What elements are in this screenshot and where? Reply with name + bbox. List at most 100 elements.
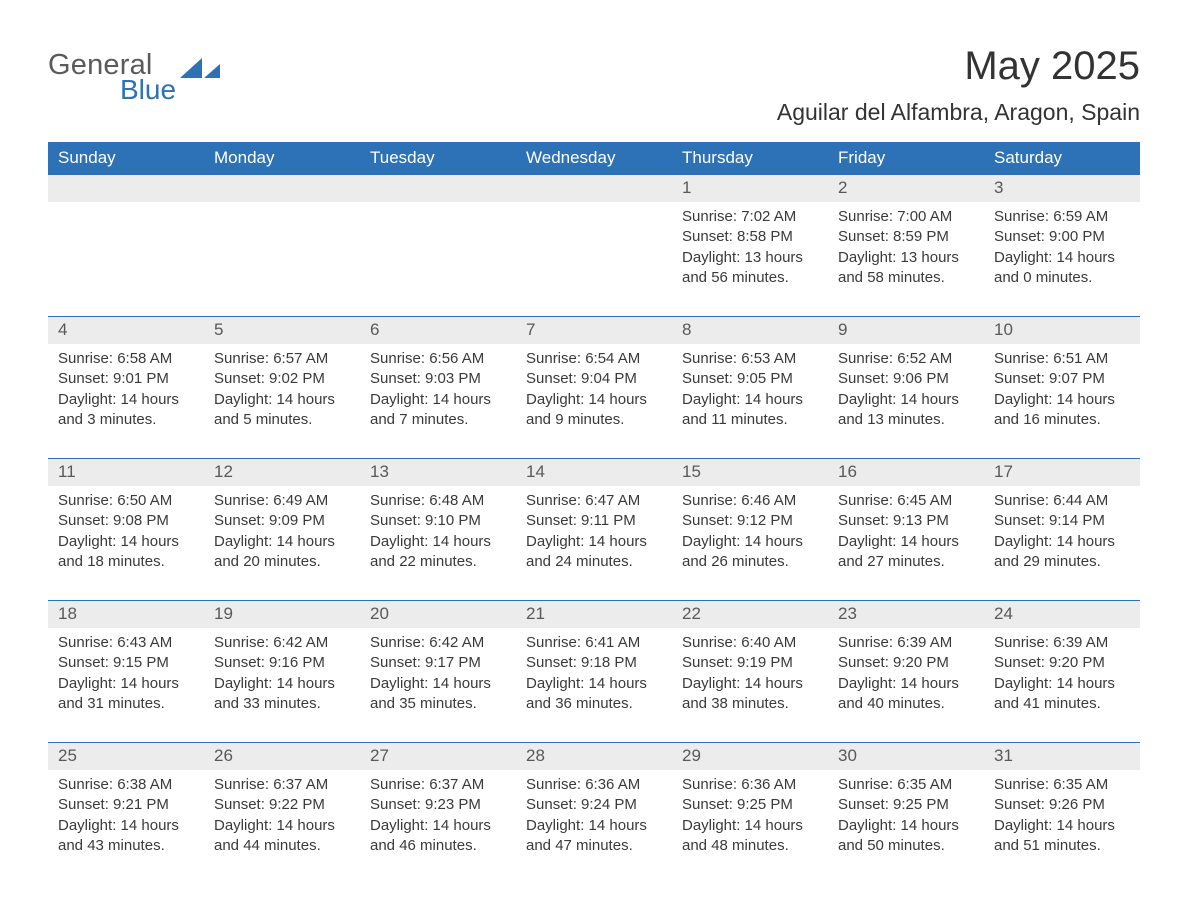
sunrise-text: Sunrise: 6:35 AM (994, 775, 1130, 795)
daylight-text: Daylight: 13 hours (682, 248, 818, 268)
sunrise-text: Sunrise: 6:36 AM (526, 775, 662, 795)
daylight-text: Daylight: 13 hours (838, 248, 974, 268)
location-subtitle: Aguilar del Alfambra, Aragon, Spain (777, 99, 1140, 126)
daynum-cell: 16 (828, 459, 984, 486)
daynum-cell: 18 (48, 601, 204, 628)
daylight-text: and 40 minutes. (838, 694, 974, 714)
day-cell: Sunrise: 6:35 AMSunset: 9:26 PMDaylight:… (984, 770, 1140, 862)
daylight-text: and 36 minutes. (526, 694, 662, 714)
daylight-text: Daylight: 14 hours (526, 390, 662, 410)
daynum-cell: 22 (672, 601, 828, 628)
daylight-text: Daylight: 14 hours (370, 532, 506, 552)
day-cell (360, 202, 516, 302)
daynum-cell: 2 (828, 175, 984, 202)
day-cell: Sunrise: 6:50 AMSunset: 9:08 PMDaylight:… (48, 486, 204, 586)
daynum-band: 25262728293031 (48, 743, 1140, 770)
week-row: 18192021222324Sunrise: 6:43 AMSunset: 9:… (48, 600, 1140, 728)
content-band: Sunrise: 6:38 AMSunset: 9:21 PMDaylight:… (48, 770, 1140, 862)
daylight-text: Daylight: 14 hours (58, 816, 194, 836)
day-cell: Sunrise: 6:37 AMSunset: 9:22 PMDaylight:… (204, 770, 360, 862)
sunset-text: Sunset: 9:02 PM (214, 369, 350, 389)
sunrise-text: Sunrise: 6:39 AM (994, 633, 1130, 653)
weekday-header-row: Sunday Monday Tuesday Wednesday Thursday… (48, 142, 1140, 175)
daynum-cell: 6 (360, 317, 516, 344)
brand-word-blue: Blue (48, 77, 176, 104)
day-cell: Sunrise: 6:39 AMSunset: 9:20 PMDaylight:… (828, 628, 984, 728)
daylight-text: Daylight: 14 hours (682, 674, 818, 694)
day-cell: Sunrise: 6:49 AMSunset: 9:09 PMDaylight:… (204, 486, 360, 586)
daynum-cell: 11 (48, 459, 204, 486)
brand-logo-text: General Blue (48, 52, 176, 103)
sunrise-text: Sunrise: 6:42 AM (214, 633, 350, 653)
sunrise-text: Sunrise: 6:39 AM (838, 633, 974, 653)
sunrise-text: Sunrise: 6:58 AM (58, 349, 194, 369)
daylight-text: and 50 minutes. (838, 836, 974, 856)
daylight-text: Daylight: 14 hours (838, 816, 974, 836)
daynum-cell: 26 (204, 743, 360, 770)
weekday-header-cell: Monday (204, 142, 360, 175)
sunrise-text: Sunrise: 6:47 AM (526, 491, 662, 511)
daynum-band: 11121314151617 (48, 459, 1140, 486)
sunrise-text: Sunrise: 6:53 AM (682, 349, 818, 369)
sunset-text: Sunset: 9:12 PM (682, 511, 818, 531)
daynum-cell: 9 (828, 317, 984, 344)
day-cell (48, 202, 204, 302)
sunrise-text: Sunrise: 6:56 AM (370, 349, 506, 369)
sunset-text: Sunset: 9:25 PM (682, 795, 818, 815)
sunset-text: Sunset: 9:10 PM (370, 511, 506, 531)
sunset-text: Sunset: 9:17 PM (370, 653, 506, 673)
daylight-text: Daylight: 14 hours (994, 674, 1130, 694)
daylight-text: Daylight: 14 hours (214, 816, 350, 836)
daynum-cell: 25 (48, 743, 204, 770)
sunset-text: Sunset: 9:04 PM (526, 369, 662, 389)
daynum-cell: 19 (204, 601, 360, 628)
week-row: 25262728293031Sunrise: 6:38 AMSunset: 9:… (48, 742, 1140, 862)
sunrise-text: Sunrise: 6:35 AM (838, 775, 974, 795)
sunset-text: Sunset: 9:18 PM (526, 653, 662, 673)
daynum-cell (204, 175, 360, 202)
sunset-text: Sunset: 8:59 PM (838, 227, 974, 247)
day-cell: Sunrise: 6:54 AMSunset: 9:04 PMDaylight:… (516, 344, 672, 444)
daylight-text: Daylight: 14 hours (838, 674, 974, 694)
sunrise-text: Sunrise: 6:43 AM (58, 633, 194, 653)
week-row: 123Sunrise: 7:02 AMSunset: 8:58 PMDaylig… (48, 175, 1140, 302)
week-row: 45678910 Sunrise: 6:58 AMSunset: 9:01 PM D… (48, 316, 1140, 444)
daylight-text: and 38 minutes. (682, 694, 818, 714)
daylight-text: and 5 minutes. (214, 410, 350, 430)
day-cell: Sunrise: 6:57 AMSunset: 9:02 PMDaylight:… (204, 344, 360, 444)
sunrise-text: Sunrise: 6:59 AM (994, 207, 1130, 227)
day-cell: Sunrise: 6:52 AMSunset: 9:06 PMDaylight:… (828, 344, 984, 444)
daylight-text: Daylight: 14 hours (58, 674, 194, 694)
daylight-text: Daylight: 14 hours (370, 390, 506, 410)
daynum-cell: 30 (828, 743, 984, 770)
daylight-text: and 48 minutes. (682, 836, 818, 856)
daylight-text: and 7 minutes. (370, 410, 506, 430)
sunset-text: Sunset: 9:00 PM (994, 227, 1130, 247)
sunset-text: Sunset: 9:25 PM (838, 795, 974, 815)
day-cell: Sunrise: 6:36 AMSunset: 9:25 PMDaylight:… (672, 770, 828, 862)
daynum-band: 45678910 (48, 317, 1140, 344)
daynum-cell: 24 (984, 601, 1140, 628)
brand-logo: General Blue (48, 44, 222, 103)
day-cell: Sunrise: 6:43 AMSunset: 9:15 PMDaylight:… (48, 628, 204, 728)
sunrise-text: Sunrise: 6:44 AM (994, 491, 1130, 511)
day-cell (204, 202, 360, 302)
day-cell: Sunrise: 7:02 AMSunset: 8:58 PMDaylight:… (672, 202, 828, 302)
daynum-cell: 12 (204, 459, 360, 486)
daylight-text: Daylight: 14 hours (838, 390, 974, 410)
day-cell: Sunrise: 6:56 AMSunset: 9:03 PMDaylight:… (360, 344, 516, 444)
sunset-text: Sunset: 9:26 PM (994, 795, 1130, 815)
sunrise-text: Sunrise: 6:45 AM (838, 491, 974, 511)
sunset-text: Sunset: 9:15 PM (58, 653, 194, 673)
daylight-text: and 51 minutes. (994, 836, 1130, 856)
daylight-text: Daylight: 14 hours (214, 674, 350, 694)
daylight-text: and 47 minutes. (526, 836, 662, 856)
weekday-header-cell: Thursday (672, 142, 828, 175)
sunset-text: Sunset: 9:01 PM (58, 369, 194, 389)
daynum-band: 18192021222324 (48, 601, 1140, 628)
daylight-text: and 33 minutes. (214, 694, 350, 714)
daylight-text: and 3 minutes. (58, 410, 194, 430)
daylight-text: Daylight: 14 hours (370, 816, 506, 836)
daylight-text: and 46 minutes. (370, 836, 506, 856)
sunset-text: Sunset: 9:16 PM (214, 653, 350, 673)
